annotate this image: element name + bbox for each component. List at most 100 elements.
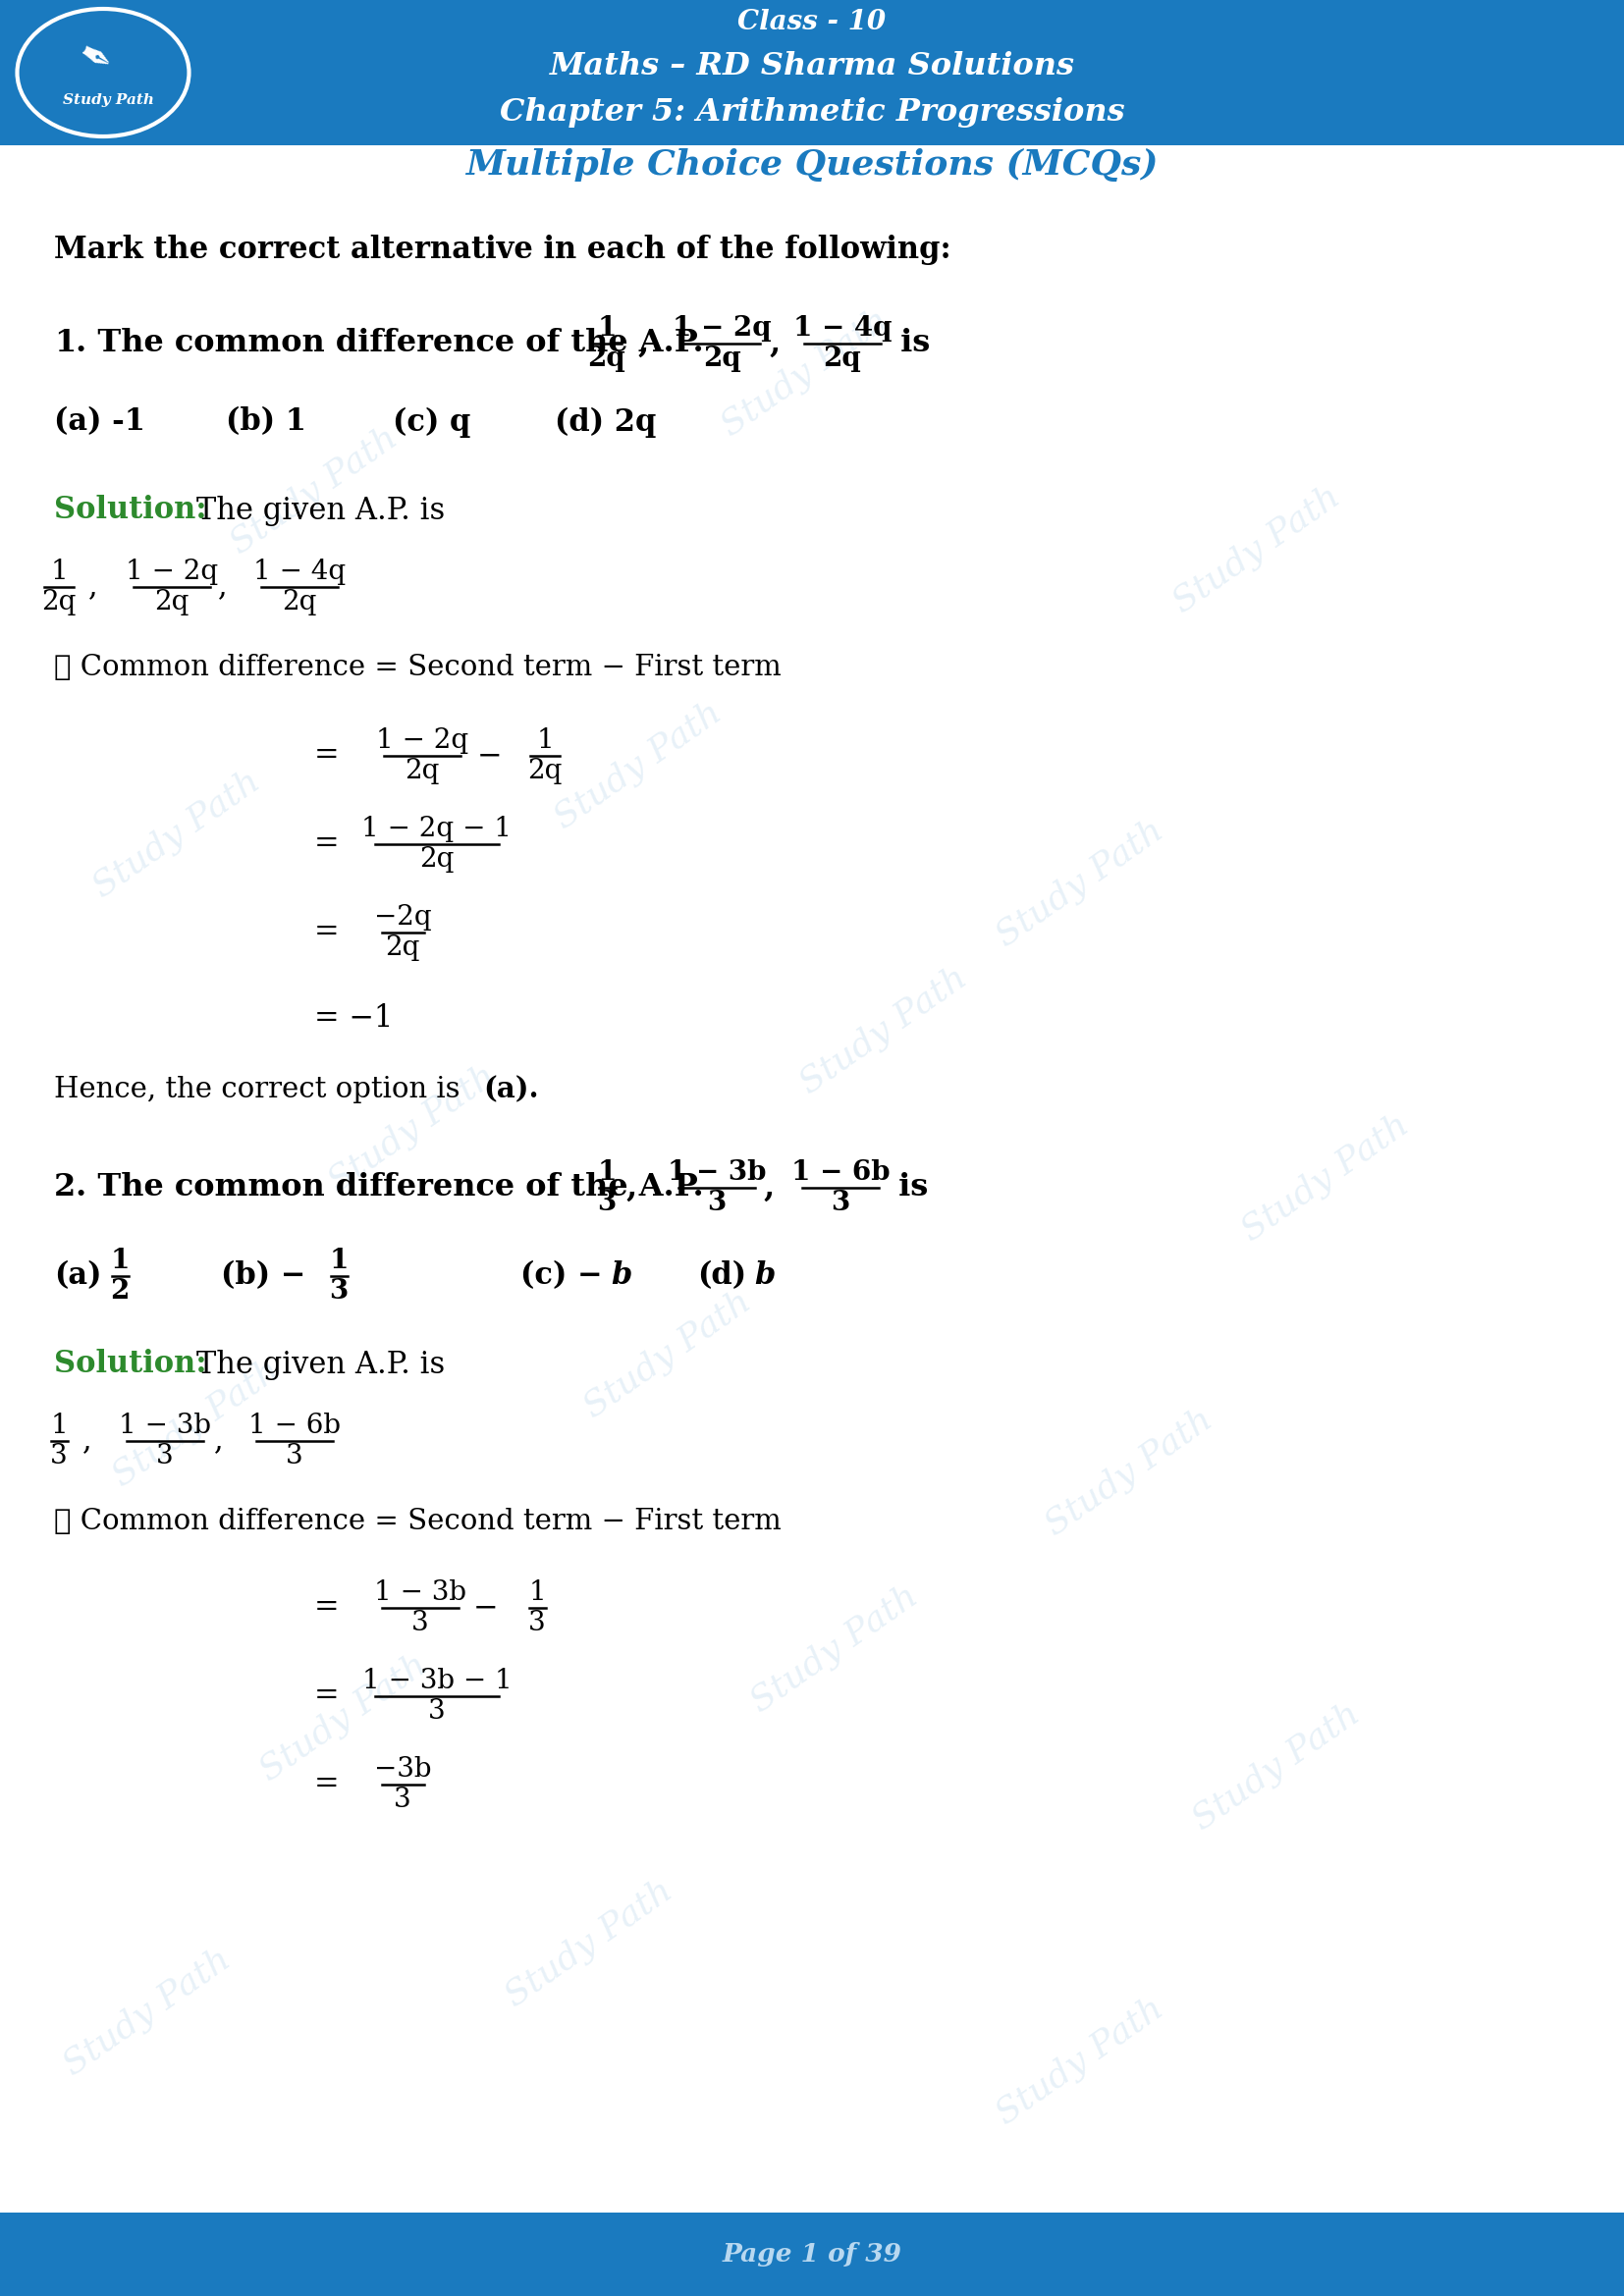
Text: ,: , — [627, 1173, 638, 1203]
Text: 1 − 3b: 1 − 3b — [119, 1412, 211, 1440]
Text: Study Path: Study Path — [323, 1058, 502, 1199]
Text: 2q: 2q — [528, 758, 562, 785]
Text: = −1: = −1 — [313, 1003, 393, 1033]
Text: Study Path: Study Path — [745, 1580, 924, 1720]
Text: −2q: −2q — [374, 905, 432, 930]
Text: Solution:: Solution: — [54, 496, 206, 526]
Text: 1: 1 — [50, 558, 68, 585]
Text: ,: , — [214, 1426, 224, 1456]
Text: =: = — [313, 1593, 339, 1623]
Text: Study Path: Study Path — [253, 1649, 434, 1789]
Text: 2q: 2q — [404, 758, 440, 785]
Text: (a).: (a). — [482, 1075, 539, 1104]
Text: is: is — [890, 328, 931, 358]
Text: 2q: 2q — [588, 344, 625, 372]
Text: −3b: −3b — [374, 1756, 432, 1782]
Text: 3: 3 — [330, 1279, 348, 1304]
Text: (d) 2q: (d) 2q — [555, 406, 656, 439]
Text: . The common difference of the A.P.: . The common difference of the A.P. — [76, 328, 703, 358]
Text: 1: 1 — [598, 1159, 615, 1185]
Text: ∴ Common difference = Second term − First term: ∴ Common difference = Second term − Firs… — [54, 654, 781, 682]
Text: Study Path: Study Path — [991, 1991, 1169, 2131]
Text: 1: 1 — [110, 1247, 130, 1274]
Text: =: = — [313, 742, 339, 771]
Text: Maths – RD Sharma Solutions: Maths – RD Sharma Solutions — [549, 51, 1075, 83]
Text: ,: , — [83, 1426, 93, 1456]
Text: 1 − 6b: 1 − 6b — [791, 1159, 890, 1185]
Text: 1 − 2q: 1 − 2q — [375, 728, 468, 753]
Text: 2q: 2q — [154, 590, 190, 615]
Text: 2: 2 — [54, 1173, 76, 1203]
Text: 3: 3 — [429, 1699, 445, 1724]
Text: =: = — [313, 918, 339, 948]
Text: 1 − 4q: 1 − 4q — [793, 315, 892, 342]
Text: Study Path: Study Path — [991, 813, 1169, 953]
Text: 2: 2 — [110, 1279, 130, 1304]
Text: 1 − 3b: 1 − 3b — [374, 1580, 466, 1605]
Text: Class - 10: Class - 10 — [737, 9, 887, 34]
Text: 1 − 2q − 1: 1 − 2q − 1 — [362, 815, 512, 843]
Text: =: = — [313, 829, 339, 859]
FancyBboxPatch shape — [0, 2213, 1624, 2296]
Text: b: b — [754, 1261, 775, 1290]
Text: 1: 1 — [536, 728, 554, 753]
Text: 1: 1 — [598, 315, 615, 342]
FancyBboxPatch shape — [0, 0, 1624, 145]
Text: 3: 3 — [411, 1609, 429, 1637]
Text: Study Path: Study Path — [715, 303, 895, 443]
Text: Study Path: Study Path — [1039, 1403, 1220, 1543]
Text: 3: 3 — [50, 1442, 68, 1469]
Text: ,: , — [770, 328, 781, 358]
Text: Study Path: Study Path — [1168, 480, 1346, 620]
Text: 1: 1 — [528, 1580, 546, 1605]
Text: Multiple Choice Questions (MCQs): Multiple Choice Questions (MCQs) — [466, 149, 1158, 181]
Text: Study Path: Study Path — [62, 94, 154, 108]
Text: 1: 1 — [330, 1247, 348, 1274]
Text: Study Path: Study Path — [107, 1352, 286, 1492]
Text: (c) −: (c) − — [520, 1261, 603, 1290]
Text: Study Path: Study Path — [86, 765, 266, 905]
Text: ∴ Common difference = Second term − First term: ∴ Common difference = Second term − Firs… — [54, 1508, 781, 1536]
Text: −: − — [473, 1593, 499, 1623]
Text: 1 − 6b: 1 − 6b — [248, 1412, 341, 1440]
Text: 2q: 2q — [42, 590, 76, 615]
Text: . The common difference of the A.P.: . The common difference of the A.P. — [76, 1173, 703, 1203]
Text: (d): (d) — [697, 1261, 747, 1290]
Text: Study Path: Study Path — [1236, 1109, 1416, 1249]
Text: Study Path: Study Path — [794, 960, 973, 1100]
Text: 3: 3 — [831, 1189, 849, 1217]
Text: (a): (a) — [54, 1261, 102, 1290]
Text: 2q: 2q — [283, 590, 317, 615]
Text: (c) q: (c) q — [393, 406, 471, 439]
Text: 3: 3 — [528, 1609, 546, 1637]
Text: (a) -1: (a) -1 — [54, 406, 145, 436]
Text: 3: 3 — [395, 1786, 411, 1814]
Text: Study Path: Study Path — [57, 1942, 237, 2082]
Text: 2q: 2q — [823, 344, 861, 372]
Text: Study Path: Study Path — [549, 696, 728, 836]
Text: −: − — [477, 742, 502, 771]
Text: Chapter 5: Arithmetic Progressions: Chapter 5: Arithmetic Progressions — [500, 96, 1124, 126]
Text: 1 − 2q: 1 − 2q — [125, 558, 218, 585]
Text: ,: , — [638, 328, 650, 358]
Text: (b) 1: (b) 1 — [226, 406, 307, 436]
Text: The given A.P. is: The given A.P. is — [197, 1350, 445, 1380]
Text: 2q: 2q — [385, 934, 421, 962]
Text: The given A.P. is: The given A.P. is — [197, 496, 445, 526]
Text: is: is — [888, 1173, 929, 1203]
Text: =: = — [313, 1770, 339, 1800]
Text: Study Path: Study Path — [1187, 1697, 1366, 1837]
Text: 1: 1 — [54, 328, 76, 358]
Text: 1 − 3b − 1: 1 − 3b − 1 — [362, 1667, 512, 1694]
Text: Solution:: Solution: — [54, 1350, 206, 1380]
Text: 1: 1 — [50, 1412, 68, 1440]
Text: 3: 3 — [708, 1189, 726, 1217]
Text: =: = — [313, 1681, 339, 1711]
Text: 2q: 2q — [703, 344, 741, 372]
Text: Hence, the correct option is: Hence, the correct option is — [54, 1077, 469, 1104]
Text: Study Path: Study Path — [224, 420, 404, 560]
Text: 1 − 3b: 1 − 3b — [667, 1159, 767, 1185]
Text: 1 − 4q: 1 − 4q — [253, 558, 346, 585]
Text: 3: 3 — [286, 1442, 304, 1469]
Text: (b) −: (b) − — [221, 1261, 305, 1290]
